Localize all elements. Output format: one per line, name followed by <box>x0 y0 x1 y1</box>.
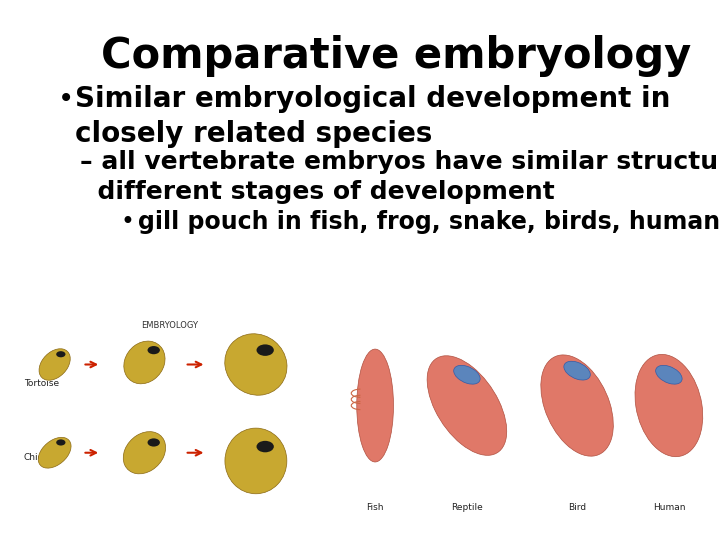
Ellipse shape <box>225 428 287 494</box>
Circle shape <box>256 441 274 453</box>
Ellipse shape <box>124 341 165 384</box>
Text: Human: Human <box>652 503 685 512</box>
Text: – all vertebrate embryos have similar structures at
  different stages of develo: – all vertebrate embryos have similar st… <box>80 150 720 204</box>
Ellipse shape <box>541 355 613 456</box>
Ellipse shape <box>357 349 394 462</box>
Ellipse shape <box>427 356 507 455</box>
Text: •: • <box>58 85 74 113</box>
Ellipse shape <box>635 354 703 457</box>
Circle shape <box>56 351 66 357</box>
Ellipse shape <box>564 361 590 380</box>
Ellipse shape <box>39 349 71 380</box>
Text: Reptile: Reptile <box>451 503 483 512</box>
Ellipse shape <box>454 366 480 384</box>
Ellipse shape <box>656 366 682 384</box>
Circle shape <box>256 345 274 356</box>
Text: EMBRYOLOGY: EMBRYOLOGY <box>140 321 198 330</box>
Text: Similar embryological development in
closely related species: Similar embryological development in clo… <box>75 85 670 147</box>
Text: Fish: Fish <box>366 503 384 512</box>
Text: •: • <box>120 210 134 234</box>
Ellipse shape <box>38 437 71 468</box>
Circle shape <box>56 440 66 445</box>
Text: Tortoise: Tortoise <box>24 379 59 388</box>
Circle shape <box>148 346 160 354</box>
Circle shape <box>148 438 160 447</box>
Ellipse shape <box>225 334 287 395</box>
Text: Chick: Chick <box>24 453 48 462</box>
Text: gill pouch in fish, frog, snake, birds, human, etc.: gill pouch in fish, frog, snake, birds, … <box>138 210 720 234</box>
Ellipse shape <box>123 431 166 474</box>
Text: Comparative embryology: Comparative embryology <box>101 35 691 77</box>
Text: Bird: Bird <box>568 503 586 512</box>
